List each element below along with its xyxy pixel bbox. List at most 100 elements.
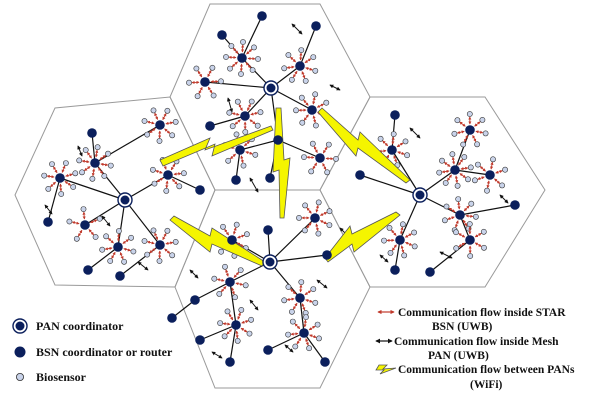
biosensor-node: [399, 221, 406, 228]
star-flow-arrow: [293, 302, 298, 310]
biosensor-node: [454, 117, 461, 124]
biosensor-node: [285, 52, 292, 58]
biosensor-node: [460, 141, 467, 148]
star-flow-arrow: [456, 130, 465, 134]
biosensor-node: [289, 318, 296, 325]
biosensor-node: [325, 141, 332, 148]
star-flow-arrow: [322, 162, 327, 171]
biosensor-node: [211, 275, 218, 282]
star-flow-arrow: [224, 228, 229, 236]
star-flow-arrow: [226, 328, 233, 335]
bsn-coordinator-node: [217, 30, 227, 40]
biosensor-node: [107, 258, 114, 264]
star-flow-arrow: [490, 161, 494, 170]
star-flow-arrow: [486, 180, 490, 189]
bsn-coordinator-node: [315, 153, 325, 163]
biosensor-node: [472, 213, 479, 220]
biosensor-node: [323, 99, 330, 106]
star-flow-arrow: [474, 242, 482, 247]
star-flow-arrow: [299, 284, 303, 293]
wifi-bolt: [317, 107, 411, 184]
biosensor-node: [176, 183, 183, 190]
biosensor-node: [442, 180, 449, 186]
biosensor-node: [72, 170, 79, 177]
pan-coordinator-node: [117, 192, 133, 208]
legend: PAN coordinator BSN coordinator or route…: [12, 318, 173, 384]
star-flow-arrow: [322, 146, 328, 154]
biosensor-node: [281, 297, 288, 304]
star-flow-arrow: [164, 128, 171, 134]
biosensor-node: [251, 44, 257, 51]
bsn-coordinator-node: [55, 173, 65, 183]
biosensor-node: [461, 154, 468, 160]
star-flow-arrow: [299, 52, 303, 61]
biosensor-node: [302, 202, 308, 209]
biosensor-node: [411, 243, 418, 250]
biosensor-node: [101, 173, 108, 179]
biosensor-node: [479, 117, 486, 123]
star-flow-arrow: [463, 205, 470, 212]
biosensor-node: [218, 78, 224, 85]
biosensor-node: [310, 54, 317, 60]
biosensor-node: [99, 246, 106, 253]
biosensor-node: [128, 234, 134, 241]
biosensor-node: [210, 92, 217, 99]
star-flow-arrow: [155, 170, 163, 174]
pan-coordinator-node: [263, 80, 279, 96]
legend-biosensor-label: Biosensor: [36, 370, 87, 384]
biosensor-node: [285, 331, 291, 338]
bsn-coordinator-node: [310, 213, 320, 223]
wifi-bolt: [375, 364, 397, 375]
pan-cell-left: [14, 96, 216, 288]
biosensor-node: [466, 111, 473, 117]
star-flow-arrow: [382, 140, 389, 147]
bsn-coordinator-node: [205, 121, 215, 131]
biosensor-node: [151, 180, 158, 187]
star-flow-arrow: [88, 229, 94, 236]
star-flow-arrow: [290, 332, 299, 336]
bsn-coordinator-icon: [14, 346, 26, 358]
biosensor-node: [58, 191, 65, 197]
biosensor-node: [288, 308, 295, 315]
bsn-coordinator-node: [257, 11, 267, 21]
biosensor-node: [79, 169, 85, 176]
bsn-coordinator-node: [190, 295, 200, 305]
bsn-coordinator-node: [465, 125, 475, 135]
biosensor-node: [471, 177, 478, 184]
biosensor-node: [298, 47, 305, 53]
star-flow-arrow: [474, 233, 482, 238]
star-flow-arrow: [216, 278, 225, 282]
biosensor-node: [234, 337, 241, 344]
biosensor-node: [308, 168, 315, 175]
star-flow-arrow: [305, 338, 309, 346]
bsn-coordinator-node: [299, 328, 309, 338]
pan-cell-right: [319, 96, 546, 288]
biosensor-node: [467, 253, 474, 259]
star-flow-arrow: [233, 227, 237, 235]
biosensor-node: [238, 71, 244, 77]
star-flow-arrow: [458, 242, 466, 247]
bsn-coordinator-node: [510, 200, 520, 210]
star-flow-arrow: [290, 56, 296, 63]
biosensor-node: [242, 129, 249, 135]
biosensor-node: [186, 79, 192, 86]
star-flow-arrow: [465, 214, 474, 218]
star-flow-arrow: [391, 229, 397, 236]
biosensor-node: [465, 176, 471, 183]
biosensor-node: [257, 109, 264, 116]
bsn-coordinator-node: [237, 53, 247, 63]
star-flow-arrow: [304, 58, 312, 64]
star-flow-arrow: [83, 166, 91, 171]
star-flow-arrow: [98, 167, 103, 175]
star-flow-arrow: [306, 222, 312, 229]
pan-coordinator-node: [262, 254, 278, 270]
biosensor-node: [246, 330, 253, 337]
biosensor-node: [73, 235, 80, 242]
biosensor-node: [232, 294, 238, 301]
star-flow-arrow: [149, 248, 156, 254]
biosensor-node: [76, 157, 83, 164]
biosensor-node: [169, 252, 176, 259]
bsn-coordinator-node: [390, 265, 400, 275]
biosensor-node: [474, 161, 481, 168]
biosensor-node: [468, 200, 475, 207]
